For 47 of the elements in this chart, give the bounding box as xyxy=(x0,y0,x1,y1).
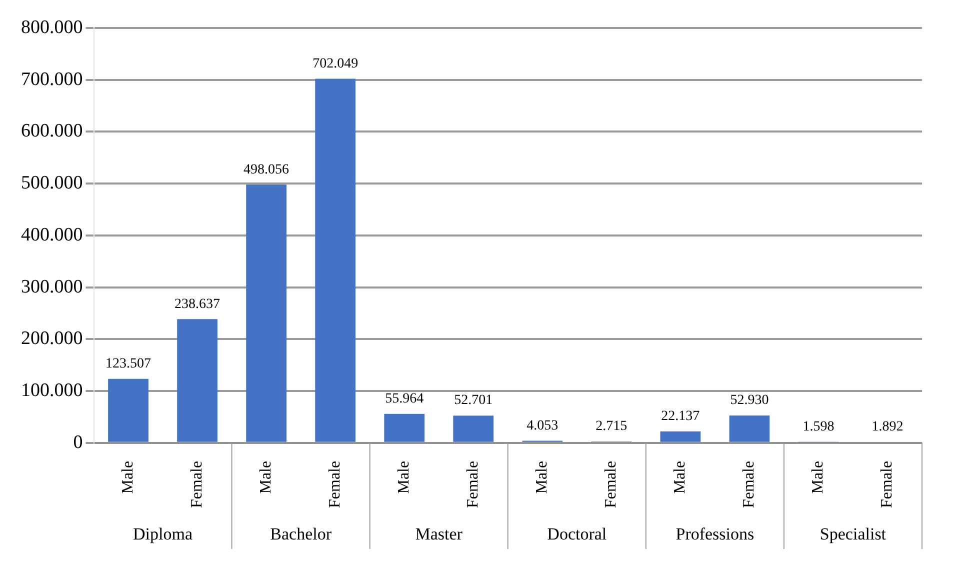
x-tick-label: Male xyxy=(119,460,136,494)
y-tick-label: 0 xyxy=(73,432,83,453)
bar xyxy=(660,431,701,442)
bar xyxy=(384,414,425,442)
x-tick-label: Male xyxy=(396,460,413,494)
y-tick-label: 200.000 xyxy=(21,328,83,350)
y-tick-label: 800.000 xyxy=(21,16,83,38)
data-label: 702.049 xyxy=(312,56,358,72)
y-tick-label: 400.000 xyxy=(21,224,83,246)
y-tick-label: 300.000 xyxy=(21,276,83,298)
x-tick-label: Female xyxy=(188,460,206,508)
x-tick-label: Male xyxy=(810,460,827,494)
x-tick-label: Female xyxy=(602,460,620,508)
data-label: 123.507 xyxy=(106,356,152,372)
x-tick-label: Female xyxy=(878,460,896,508)
x-tick-label: Female xyxy=(740,460,758,508)
y-tick-label: 100.000 xyxy=(21,380,83,402)
data-label: 52.930 xyxy=(730,393,769,408)
data-label: 22.137 xyxy=(661,409,700,424)
text: Bachelor xyxy=(270,524,332,544)
data-label: 2.715 xyxy=(596,419,628,434)
data-label: 1.892 xyxy=(872,420,904,435)
bar xyxy=(177,319,218,442)
x-tick-label: Male xyxy=(258,460,275,494)
x-tick-label: Female xyxy=(326,460,344,508)
text: Specialist xyxy=(820,524,886,544)
x-tick-label: Male xyxy=(534,460,551,494)
data-label: 52.701 xyxy=(454,393,493,408)
bar xyxy=(315,78,356,442)
x-tick-label: Male xyxy=(672,460,689,494)
text: Doctoral xyxy=(547,524,607,544)
text: Professions xyxy=(676,524,754,544)
data-label: 1.598 xyxy=(802,420,834,435)
x-tick-label: Female xyxy=(464,460,482,508)
y-tick-label: 700.000 xyxy=(21,68,83,90)
data-label: 498.056 xyxy=(244,162,290,178)
y-tick-label: 600.000 xyxy=(21,120,83,142)
data-label: 4.053 xyxy=(526,418,558,434)
data-label: 55.964 xyxy=(385,392,424,407)
y-tick-label: 500.000 xyxy=(21,172,83,194)
text: Master xyxy=(415,524,463,544)
data-label: 238.637 xyxy=(174,296,220,312)
bar xyxy=(246,184,286,442)
bar xyxy=(729,415,770,442)
text: Diploma xyxy=(133,524,193,544)
bar xyxy=(453,416,494,442)
bar xyxy=(108,378,148,442)
